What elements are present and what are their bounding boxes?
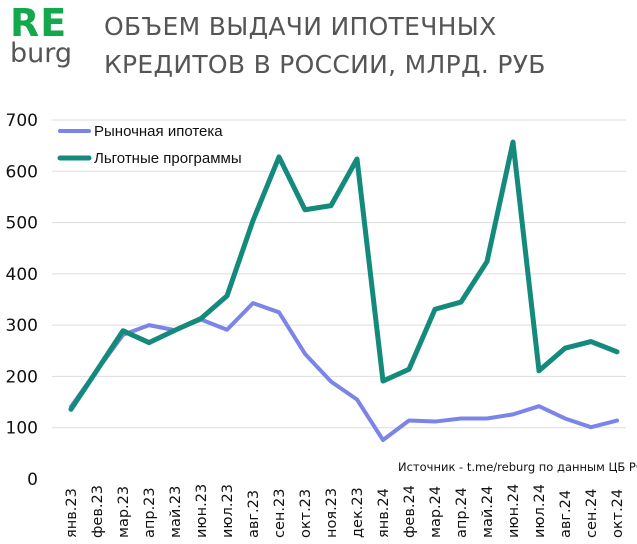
y-tick-label: 400 bbox=[6, 265, 38, 285]
x-tick-label: апр.24 bbox=[454, 487, 470, 538]
x-tick-label: авг.24 bbox=[558, 490, 574, 538]
x-tick-label: дек.23 bbox=[350, 487, 366, 538]
series-line-preferential bbox=[68, 139, 620, 412]
legend: Рыночная ипотека Льготные программы bbox=[57, 123, 242, 167]
reburg-logo: RE burg bbox=[10, 4, 72, 67]
x-tick-label: сен.24 bbox=[584, 489, 600, 538]
x-tick-label: сен.23 bbox=[272, 489, 288, 538]
y-axis-ticks: 0 100 200 300 400 500 600 700 bbox=[6, 111, 38, 490]
x-tick-label: окт.23 bbox=[298, 489, 314, 538]
gridlines bbox=[52, 119, 626, 429]
x-axis-ticks: янв.23 фев.23 мар.23 апр.23 май.23 июн.23 июл.… bbox=[64, 484, 626, 538]
x-tick-label: июл.24 bbox=[532, 484, 548, 538]
x-tick-label: май.24 bbox=[480, 486, 496, 538]
y-tick-label: 600 bbox=[6, 162, 38, 182]
x-tick-label: ноя.23 bbox=[324, 488, 340, 538]
y-tick-label: 300 bbox=[6, 316, 38, 336]
series-line-market bbox=[69, 301, 619, 443]
chart-title: ОБЪЕМ ВЫДАЧИ ИПОТЕЧНЫХ КРЕДИТОВ В РОССИИ… bbox=[104, 12, 546, 79]
legend-label: Рыночная ипотека bbox=[94, 123, 223, 140]
legend-label: Льготные программы bbox=[94, 150, 242, 167]
x-tick-label: янв.23 bbox=[64, 488, 80, 538]
x-tick-label: апр.23 bbox=[142, 487, 158, 538]
x-tick-label: янв.24 bbox=[376, 488, 392, 538]
y-tick-label: 0 bbox=[27, 470, 38, 490]
y-tick-label: 200 bbox=[6, 367, 38, 387]
x-tick-label: июл.23 bbox=[220, 484, 236, 538]
y-tick-label: 100 bbox=[6, 419, 38, 439]
x-tick-label: май.23 bbox=[168, 486, 184, 538]
series-lines bbox=[68, 139, 620, 443]
y-tick-label: 700 bbox=[6, 111, 38, 131]
x-tick-label: мар.23 bbox=[116, 486, 132, 538]
x-tick-label: окт.24 bbox=[610, 489, 626, 538]
logo-burg: burg bbox=[10, 38, 73, 69]
x-tick-label: фев.23 bbox=[90, 485, 106, 538]
x-tick-label: авг.23 bbox=[246, 490, 262, 538]
x-tick-label: мар.24 bbox=[428, 486, 444, 538]
source-note: Источник - t.me/reburg по данным ЦБ РФ bbox=[398, 460, 637, 474]
x-tick-label: июн.24 bbox=[506, 484, 522, 538]
x-tick-label: июн.23 bbox=[194, 484, 210, 538]
y-tick-label: 500 bbox=[6, 214, 38, 234]
logo-re: RE bbox=[10, 1, 68, 45]
x-tick-label: фев.24 bbox=[402, 485, 418, 538]
